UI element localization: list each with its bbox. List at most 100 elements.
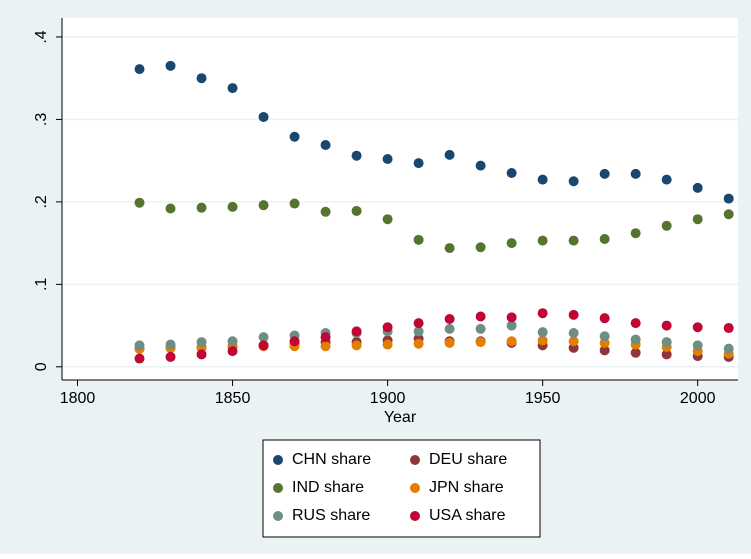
marker: [692, 182, 703, 193]
marker: [258, 340, 269, 351]
marker: [227, 83, 238, 94]
legend-box: [262, 439, 541, 538]
y-tick-label: .4: [33, 30, 50, 43]
legend-marker: [410, 455, 420, 465]
marker: [475, 242, 486, 253]
legend-marker: [273, 455, 283, 465]
marker: [506, 336, 517, 347]
plot-region: [62, 18, 738, 380]
marker: [227, 336, 238, 347]
marker: [320, 139, 331, 150]
marker: [475, 160, 486, 171]
marker: [537, 335, 548, 346]
marker: [258, 332, 269, 343]
marker: [723, 323, 734, 334]
x-tick-label: 1800: [60, 390, 96, 407]
marker: [599, 331, 610, 342]
marker: [568, 327, 579, 338]
marker: [444, 337, 455, 348]
marker: [599, 168, 610, 179]
marker: [444, 243, 455, 254]
marker: [413, 158, 424, 169]
x-tick-label: 1850: [215, 390, 251, 407]
legend-marker: [410, 511, 420, 521]
legend-label: IND share: [292, 479, 364, 496]
marker: [258, 111, 269, 122]
marker: [165, 339, 176, 350]
marker: [351, 340, 362, 351]
marker: [506, 168, 517, 179]
marker: [351, 326, 362, 337]
marker: [258, 200, 269, 211]
marker: [134, 64, 145, 75]
marker: [661, 320, 672, 331]
y-tick-label: .1: [33, 278, 50, 291]
legend-label: RUS share: [292, 507, 370, 524]
marker: [444, 313, 455, 324]
marker: [444, 323, 455, 334]
marker: [630, 334, 641, 345]
marker: [537, 308, 548, 319]
marker: [165, 203, 176, 214]
x-axis-label: Year: [384, 409, 417, 426]
marker: [382, 322, 393, 333]
legend-label: JPN share: [429, 479, 504, 496]
marker: [692, 214, 703, 225]
marker: [599, 233, 610, 244]
marker: [227, 346, 238, 357]
marker: [537, 174, 548, 185]
marker: [630, 168, 641, 179]
marker: [599, 313, 610, 324]
legend-label: CHN share: [292, 451, 371, 468]
marker: [506, 312, 517, 323]
marker: [227, 201, 238, 212]
marker: [382, 339, 393, 350]
marker: [475, 311, 486, 322]
marker: [537, 235, 548, 246]
marker: [568, 176, 579, 187]
y-tick-label: .3: [33, 113, 50, 126]
marker: [289, 336, 300, 347]
y-tick-label: .2: [33, 195, 50, 208]
marker: [196, 349, 207, 360]
marker: [630, 228, 641, 239]
legend-marker: [273, 483, 283, 493]
marker: [134, 353, 145, 364]
marker: [506, 238, 517, 249]
marker: [134, 197, 145, 208]
x-tick-label: 2000: [680, 390, 716, 407]
marker: [568, 309, 579, 320]
y-tick-label: 0: [33, 362, 50, 371]
marker: [537, 327, 548, 338]
marker: [134, 340, 145, 351]
marker: [320, 332, 331, 343]
marker: [723, 209, 734, 220]
marker: [661, 220, 672, 231]
marker: [661, 337, 672, 348]
marker: [196, 202, 207, 213]
marker: [382, 214, 393, 225]
marker: [320, 341, 331, 352]
x-tick-label: 1900: [370, 390, 406, 407]
marker: [320, 206, 331, 217]
marker: [568, 235, 579, 246]
marker: [630, 318, 641, 329]
marker: [661, 349, 672, 360]
marker: [165, 60, 176, 71]
marker: [351, 150, 362, 161]
marker: [196, 337, 207, 348]
marker: [196, 73, 207, 84]
legend-label: USA share: [429, 507, 506, 524]
marker: [475, 337, 486, 348]
marker: [351, 205, 362, 216]
marker: [413, 318, 424, 329]
x-tick-label: 1950: [525, 390, 561, 407]
marker: [413, 326, 424, 337]
marker: [723, 343, 734, 354]
legend-label: DEU share: [429, 451, 507, 468]
marker: [661, 174, 672, 185]
marker: [382, 154, 393, 165]
marker: [413, 234, 424, 245]
marker: [289, 131, 300, 142]
